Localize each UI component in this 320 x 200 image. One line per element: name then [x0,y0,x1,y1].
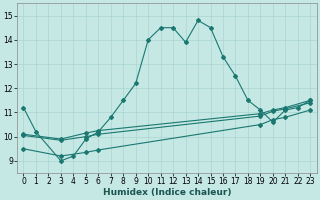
X-axis label: Humidex (Indice chaleur): Humidex (Indice chaleur) [103,188,231,197]
